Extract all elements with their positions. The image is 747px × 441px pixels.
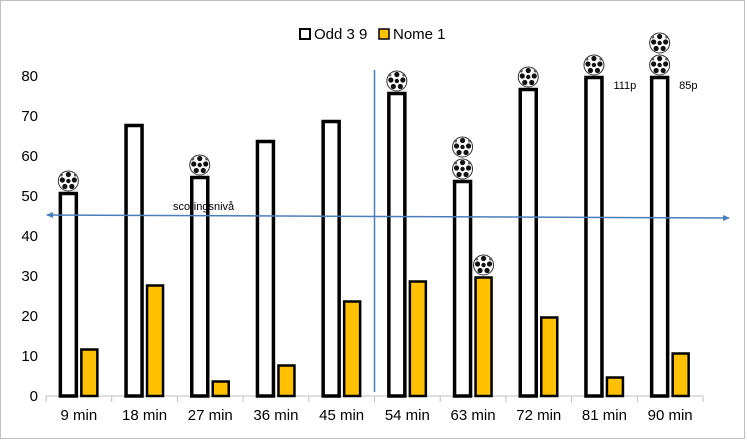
bar-odd-3-9: [255, 139, 276, 398]
soccer-ball-icon: [386, 70, 408, 92]
x-tick-label: 81 min: [582, 407, 627, 424]
y-tick-label: 0: [30, 388, 38, 405]
soccer-ball-icon: [583, 54, 605, 76]
bar-odd-3-9: [649, 75, 670, 398]
y-tick-label: 70: [21, 108, 38, 125]
bar-odd-3-9: [190, 175, 210, 398]
y-tick-label: 80: [21, 68, 38, 85]
x-tick-label: 9 min: [61, 407, 98, 424]
scoring-level-line: [46, 212, 730, 221]
bars: [58, 75, 690, 398]
soccer-ball-icon: [517, 66, 539, 88]
bar-nome-1: [277, 364, 296, 398]
y-tick-label: 40: [21, 228, 38, 245]
x-axis: 9 min 18 min 27 min 36 min 45 min 54 min 63 mi…: [45, 395, 704, 424]
x-tick-label: 63 min: [451, 407, 496, 424]
bar-odd-3-9: [58, 191, 79, 398]
x-tick-label: 36 min: [253, 407, 298, 424]
legend-label-series-1: Odd 3 9: [314, 26, 367, 43]
y-tick-label: 60: [21, 148, 38, 165]
y-axis: 0 10 20 30 40 50 60 70 80: [21, 68, 38, 405]
bar-nome-1: [80, 348, 99, 398]
soccer-ball-icon: [649, 32, 671, 54]
bar-annotation-label: 111p: [613, 80, 636, 92]
x-tick-label: 54 min: [385, 407, 430, 424]
bar-nome-1: [605, 376, 625, 398]
soccer-ball-icon: [189, 154, 211, 176]
x-tick-label: 27 min: [188, 407, 233, 424]
y-tick-label: 50: [21, 188, 38, 205]
scoring-level-label: scoringsnivå: [173, 201, 235, 213]
soccer-ball-icon: [649, 54, 671, 76]
legend-label-series-2: Nome 1: [393, 26, 446, 43]
x-tick-label: 45 min: [319, 407, 364, 424]
soccer-ball-icon: [473, 254, 495, 276]
bar-odd-3-9: [452, 179, 473, 398]
bar-nome-1: [342, 300, 362, 398]
soccer-ball-icon: [452, 136, 474, 158]
bar-nome-1: [145, 284, 165, 398]
bar-nome-1: [540, 316, 559, 398]
x-tick-label: 90 min: [648, 407, 693, 424]
bar-odd-3-9: [321, 119, 341, 398]
y-tick-label: 10: [21, 348, 38, 365]
bar-odd-3-9: [387, 91, 407, 398]
soccer-ball-icon: [57, 170, 79, 192]
legend: Odd 3 9 Nome 1: [299, 26, 446, 43]
y-tick-label: 30: [21, 268, 38, 285]
bar-nome-1: [474, 276, 493, 398]
y-tick-label: 20: [21, 308, 38, 325]
annotations: scoringsnivå 111p 85p: [46, 32, 730, 392]
bar-nome-1: [211, 380, 230, 398]
bar-annotation-label: 85p: [679, 80, 697, 92]
soccer-ball-icon: [452, 158, 474, 180]
legend-swatch-series-1: [299, 28, 311, 40]
bar-odd-3-9: [584, 75, 604, 398]
bar-odd-3-9: [124, 123, 144, 398]
x-tick-label: 72 min: [516, 407, 561, 424]
bar-odd-3-9: [518, 87, 538, 398]
bar-nome-1: [408, 280, 428, 398]
x-tick-label: 18 min: [122, 407, 167, 424]
bar-nome-1: [671, 352, 690, 398]
legend-swatch-series-2: [378, 28, 390, 40]
